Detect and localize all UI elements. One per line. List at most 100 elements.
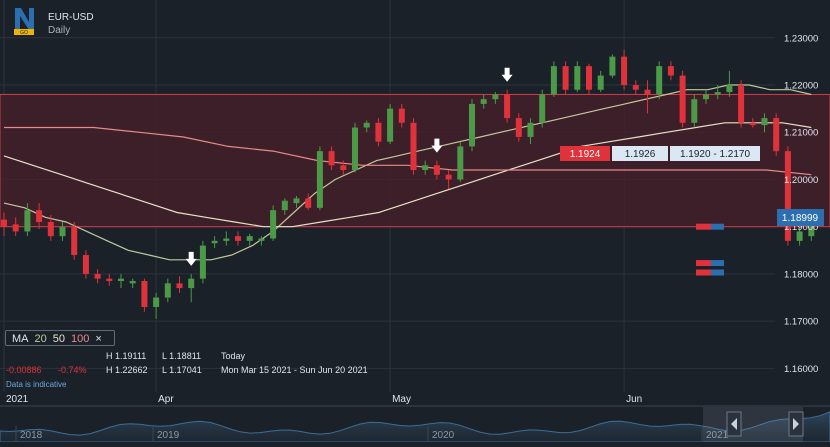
navigator-window[interactable] <box>703 407 803 442</box>
candle[interactable] <box>141 278 148 312</box>
candle[interactable] <box>679 70 686 128</box>
alert-marker[interactable] <box>696 223 724 230</box>
alert-marker-red <box>696 223 711 230</box>
candle[interactable] <box>258 236 265 246</box>
candle-body <box>82 255 89 274</box>
candle-body <box>188 278 195 289</box>
candle[interactable] <box>176 276 183 293</box>
candle[interactable] <box>398 103 405 128</box>
candle[interactable] <box>71 221 78 260</box>
candle[interactable] <box>36 203 43 230</box>
candle[interactable] <box>445 170 452 189</box>
candle[interactable] <box>609 54 616 78</box>
candle[interactable] <box>796 226 803 246</box>
candle[interactable] <box>621 49 628 90</box>
candle[interactable] <box>480 94 487 109</box>
x-axis-labels: 2021 Apr May Jun <box>6 394 642 405</box>
y-tick-label: 1.22000 <box>784 81 818 92</box>
candle[interactable] <box>749 118 756 128</box>
navigator[interactable]: 2018 2019 2020 2021 <box>0 405 830 443</box>
candle[interactable] <box>328 146 335 171</box>
candle-body <box>164 283 171 298</box>
candle[interactable] <box>188 273 195 303</box>
alert-marker-blue <box>711 260 724 267</box>
candle[interactable] <box>293 196 300 208</box>
candle[interactable] <box>270 205 277 241</box>
candle[interactable] <box>586 63 592 95</box>
candle[interactable] <box>199 240 206 284</box>
price-boxes[interactable]: 1.1924 1.1926 1.1920 - 1.2170 1.18999 <box>560 146 824 226</box>
candle[interactable] <box>784 146 791 246</box>
candle[interactable] <box>375 118 382 147</box>
candle[interactable] <box>82 250 89 279</box>
candle[interactable] <box>527 118 534 145</box>
candle-body <box>235 236 241 241</box>
candle[interactable] <box>515 113 522 142</box>
candle[interactable] <box>340 160 347 175</box>
candle[interactable] <box>59 221 66 241</box>
candle[interactable] <box>352 122 358 173</box>
candle[interactable] <box>632 80 639 95</box>
candle[interactable] <box>153 292 160 319</box>
chart-period: Daily <box>48 25 70 36</box>
candle[interactable] <box>211 236 218 248</box>
candle[interactable] <box>714 85 721 100</box>
candle[interactable] <box>656 61 663 100</box>
candle[interactable] <box>129 278 136 289</box>
candle[interactable] <box>738 80 745 128</box>
sell-price-box[interactable] <box>560 146 610 161</box>
candle-body <box>12 224 19 232</box>
ma-100-label[interactable]: 100 <box>71 333 90 345</box>
candle[interactable] <box>469 99 475 152</box>
candle[interactable] <box>305 193 312 211</box>
candle[interactable] <box>597 70 604 93</box>
close-icon[interactable]: × <box>95 333 102 345</box>
ma-20-label[interactable]: 20 <box>34 333 47 345</box>
candle[interactable] <box>504 89 511 123</box>
candle[interactable] <box>539 89 546 128</box>
candle[interactable] <box>562 61 569 95</box>
price-change: -0.00886 <box>6 365 42 375</box>
candle[interactable] <box>550 61 557 97</box>
alert-marker[interactable] <box>696 269 724 276</box>
candle[interactable] <box>316 146 323 211</box>
candle[interactable] <box>492 92 499 104</box>
candle[interactable] <box>223 231 230 246</box>
candle[interactable] <box>235 231 241 246</box>
candle-body <box>398 108 405 123</box>
candle[interactable] <box>12 217 19 237</box>
candlestick-series[interactable] <box>1 49 815 319</box>
candle[interactable] <box>246 233 253 246</box>
ma-legend[interactable]: MA 20 50 100 × <box>5 330 115 346</box>
alert-markers[interactable] <box>696 223 724 276</box>
candle[interactable] <box>164 278 171 303</box>
candle[interactable] <box>422 160 429 175</box>
candle[interactable] <box>24 203 31 237</box>
candle-body <box>679 75 686 123</box>
candle[interactable] <box>574 61 581 93</box>
candle[interactable] <box>644 80 651 114</box>
candle[interactable] <box>703 89 709 104</box>
candle[interactable] <box>363 120 370 133</box>
candle[interactable] <box>761 113 768 133</box>
candle[interactable] <box>410 118 417 175</box>
candle[interactable] <box>1 212 7 237</box>
candle-body <box>94 273 101 279</box>
ma-50-label[interactable]: 50 <box>52 333 65 345</box>
buy-price-box[interactable] <box>612 146 668 161</box>
candle[interactable] <box>691 94 698 128</box>
candle[interactable] <box>106 273 113 286</box>
candle[interactable] <box>387 103 394 145</box>
candle[interactable] <box>773 113 780 156</box>
candle[interactable] <box>433 160 440 180</box>
candle[interactable] <box>118 273 124 289</box>
candle[interactable] <box>667 61 674 81</box>
candle[interactable] <box>47 214 54 241</box>
navigator-year: 2021 <box>706 430 729 441</box>
candle[interactable] <box>281 198 288 215</box>
candle[interactable] <box>726 70 733 97</box>
alert-marker[interactable] <box>696 260 724 267</box>
candle[interactable] <box>94 269 101 284</box>
candle[interactable] <box>457 141 464 182</box>
